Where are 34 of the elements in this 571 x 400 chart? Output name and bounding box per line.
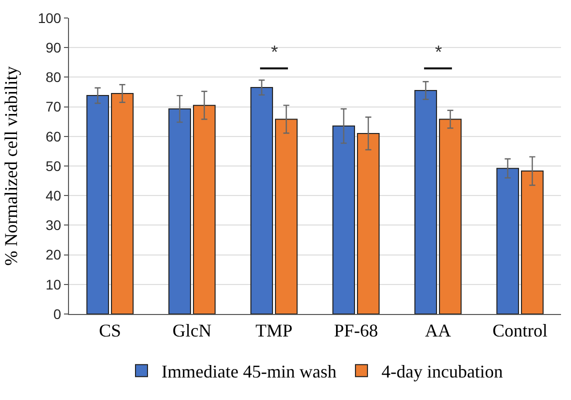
bar [332,126,356,314]
y-tick-label: 50 [46,158,62,174]
x-tick-label: CS [98,320,122,341]
legend-label: 4-day incubation [381,362,503,382]
bar [356,132,380,314]
bar [110,92,134,314]
annotation: * [435,42,442,62]
bar [86,95,110,314]
y-axis-title: % Normalized cell viability [1,66,22,266]
y-tick-label: 10 [46,276,62,292]
x-tick-label: Control [492,320,548,341]
bar [250,87,274,314]
bar [168,108,192,314]
bar [496,168,520,314]
x-tick-label: GlcN [172,320,212,341]
bar [274,118,298,314]
x-tick-label: AA [425,320,451,341]
bar [414,90,438,314]
annotation: * [271,42,278,62]
legend-label: Immediate 45-min wash [162,362,336,382]
y-tick-label: 40 [46,188,62,204]
y-tick-label: 0 [53,306,62,322]
y-tick-label: 80 [46,69,62,86]
y-tick-label: 70 [46,98,62,115]
y-tick-label: 60 [46,128,62,144]
x-tick-label: PF-68 [334,320,378,341]
y-tick-label: 100 [38,10,62,26]
bar [520,170,544,314]
y-tick-label: 20 [46,246,62,263]
bar [192,104,216,314]
y-tick-label: 90 [46,40,62,56]
y-tick-label: 30 [46,217,62,234]
bar [438,118,462,314]
x-tick-label: TMP [255,320,293,341]
